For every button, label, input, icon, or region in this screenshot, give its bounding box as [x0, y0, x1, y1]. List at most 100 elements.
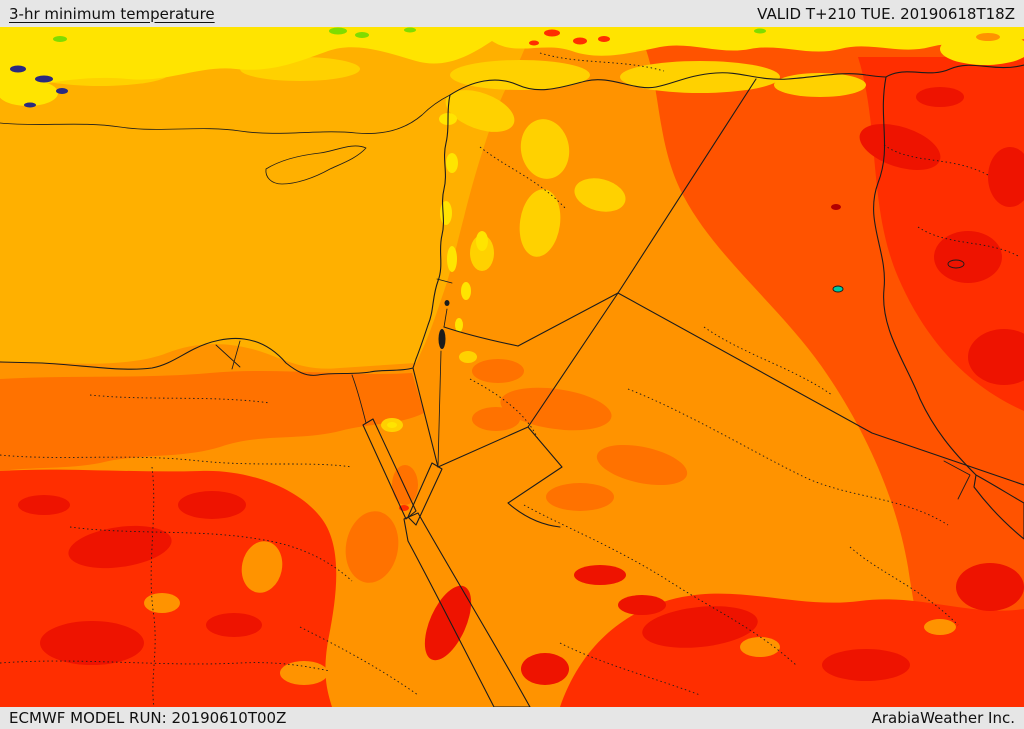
speck	[404, 27, 416, 33]
speck	[544, 29, 560, 37]
admin-dotted-borders	[0, 52, 1021, 707]
model-run-label: ECMWF MODEL RUN: 20190610T00Z	[9, 709, 287, 727]
speck	[754, 28, 766, 34]
temp-blob	[455, 318, 463, 332]
border-jordan-iraq	[517, 292, 619, 347]
temp-blob	[968, 329, 1024, 385]
map-title: 3-hr minimum temperature	[9, 4, 215, 23]
speck	[529, 40, 539, 46]
temp-blob	[461, 282, 471, 300]
temp-blob	[144, 593, 180, 613]
temp-blob	[520, 119, 570, 179]
temp-blob	[241, 541, 283, 593]
temp-blob	[519, 189, 561, 257]
dark-orange-patches	[345, 359, 688, 583]
temp-blob	[387, 422, 397, 428]
temp-blob	[596, 444, 688, 486]
temp-blob	[574, 565, 626, 585]
temp-blob	[424, 585, 472, 661]
orange-speck	[976, 33, 1000, 41]
border-iraq-iran	[873, 76, 977, 476]
temp-blob	[472, 407, 520, 431]
cyprus-outline	[265, 145, 367, 185]
temp-blob	[988, 147, 1024, 207]
temp-blob	[68, 525, 172, 569]
country-borders	[0, 64, 1024, 528]
temp-blob	[40, 621, 144, 665]
speck	[24, 102, 36, 108]
speck	[598, 36, 610, 42]
nile-delta-branches	[215, 340, 241, 370]
coast-turkey	[0, 94, 451, 134]
temp-blob	[446, 153, 458, 173]
temp-blob	[440, 201, 452, 225]
dotted-line	[917, 226, 1021, 258]
temp-blob	[345, 511, 399, 583]
temp-blob	[459, 351, 477, 363]
temp-blob	[0, 80, 58, 106]
border-lebanon	[436, 278, 453, 284]
coast-levant	[412, 94, 451, 369]
speck	[35, 75, 53, 83]
temp-blob	[447, 246, 457, 272]
border-jordan-valley	[437, 308, 448, 468]
dotted-line	[523, 504, 797, 666]
border-jordan-east	[527, 292, 619, 428]
dotted-line	[627, 388, 949, 526]
temp-blob	[392, 465, 418, 505]
red-sea-island	[497, 670, 507, 676]
footer-bar: ECMWF MODEL RUN: 20190610T00Z ArabiaWeat…	[0, 707, 1024, 729]
speck	[573, 37, 587, 45]
temp-blob	[18, 495, 70, 515]
dotted-line	[849, 546, 959, 626]
dead-sea	[438, 329, 446, 349]
temp-blob	[618, 595, 666, 615]
temp-blob	[476, 231, 488, 251]
suez-canal	[351, 374, 367, 424]
border-kuwait	[943, 460, 971, 500]
orange-patches	[144, 541, 956, 685]
temp-blob	[620, 61, 780, 93]
temp-blob	[450, 60, 590, 90]
dotted-line	[469, 378, 539, 440]
branding-label: ArabiaWeather Inc.	[871, 709, 1015, 727]
temp-blob	[472, 359, 524, 383]
temp-blob	[940, 33, 1024, 65]
temperature-map	[0, 27, 1024, 707]
region-turkey-mediterranean	[0, 35, 530, 369]
coast-egypt	[0, 337, 414, 376]
warm-specks	[399, 29, 610, 511]
dotted-line	[559, 642, 701, 696]
red-sea	[403, 512, 531, 707]
temp-blob	[546, 483, 614, 511]
dotted-line	[883, 144, 989, 176]
temp-blob	[916, 87, 964, 107]
deep-red-blobs	[18, 87, 1024, 685]
temp-blob	[470, 235, 494, 271]
temp-blob	[774, 73, 866, 97]
temp-blob	[178, 491, 246, 519]
dotted-line	[0, 660, 331, 672]
temp-blob	[924, 619, 956, 635]
temp-blob	[822, 649, 910, 681]
dotted-line	[69, 526, 353, 582]
temp-blob	[521, 653, 569, 685]
temp-blob	[740, 637, 780, 657]
temp-blob	[500, 387, 612, 431]
border-egypt-israel	[412, 367, 439, 468]
border-jordan-syria	[443, 326, 519, 347]
header-bar: 3-hr minimum temperature VALID T+210 TUE…	[0, 0, 1024, 27]
temp-blob	[574, 178, 626, 212]
temp-blob	[280, 661, 328, 685]
cold-specks	[10, 65, 68, 108]
temp-blob	[445, 90, 515, 132]
green-specks	[53, 27, 766, 42]
dotted-line	[299, 626, 419, 696]
speck	[10, 65, 26, 73]
speck	[355, 32, 369, 38]
lake-outline	[947, 259, 965, 269]
temp-blob	[206, 613, 262, 637]
gulf-of-suez	[362, 418, 417, 520]
valid-time-label: VALID T+210 TUE. 20190618T18Z	[757, 4, 1015, 23]
